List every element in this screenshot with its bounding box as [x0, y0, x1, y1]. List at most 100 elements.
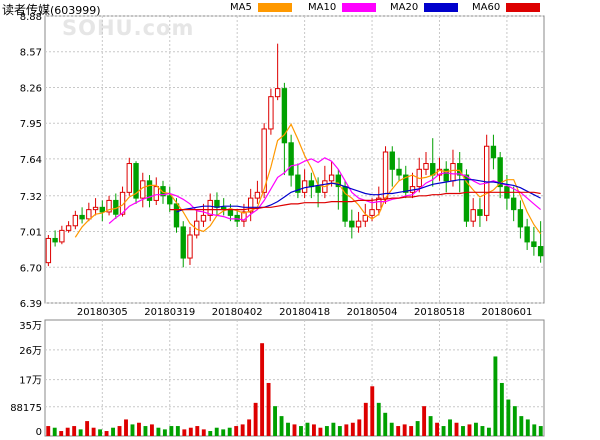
volume-tick-label: 0 [36, 427, 42, 438]
volume-bar [409, 426, 414, 436]
candle-down [517, 209, 524, 228]
volume-bar [143, 426, 148, 436]
price-tick-label: 7.64 [20, 155, 42, 166]
sohu-watermark: SOHU.com [62, 16, 195, 40]
volume-layer [46, 343, 543, 436]
candle-down [180, 226, 186, 259]
volume-bar [486, 427, 491, 436]
volume-bar [467, 424, 472, 436]
ma60-line [169, 191, 541, 211]
volume-bar [85, 421, 90, 436]
volume-bar [512, 406, 517, 436]
candle-down [349, 220, 355, 228]
candle-down [524, 226, 530, 243]
volume-tick-label: 17万 [19, 376, 42, 387]
candle-down [79, 214, 85, 220]
volume-bar [363, 402, 368, 436]
candle-up [86, 209, 92, 220]
volume-bar [91, 427, 96, 436]
volume-tick-label: 26万 [19, 346, 42, 357]
volume-bar [78, 429, 83, 436]
candle-up [92, 206, 99, 211]
candle-down [389, 151, 395, 170]
candle-down [537, 246, 544, 257]
volume-bar [299, 426, 303, 436]
grid-layer [44, 15, 545, 437]
candle-up [254, 191, 261, 199]
candle-up [274, 88, 281, 98]
volume-bar [357, 419, 362, 436]
candle-up [153, 186, 159, 201]
volume-bar [318, 427, 323, 436]
candle-down [490, 145, 497, 159]
volume-bar [273, 406, 278, 436]
price-tick-label: 7.01 [20, 228, 42, 239]
candle-up [382, 151, 389, 199]
volume-bar [532, 424, 537, 436]
candle-up [376, 197, 382, 211]
candle-up [119, 191, 126, 215]
date-tick-label: 20180402 [212, 307, 263, 318]
volume-bar [260, 343, 265, 436]
candle-up [126, 163, 132, 193]
candle-up [369, 209, 375, 216]
volume-bar [428, 416, 433, 436]
volume-bar [461, 426, 465, 436]
candle-up [241, 211, 247, 222]
volume-bar [72, 426, 77, 436]
price-panel-frame [44, 15, 545, 304]
volume-bar [149, 424, 154, 436]
candle-down [457, 163, 463, 176]
volume-bar [350, 422, 355, 436]
candle-down [497, 157, 503, 188]
volume-bar [525, 419, 530, 436]
stock-code: (603999) [50, 4, 101, 17]
volume-bar [448, 419, 452, 436]
legend-ma20-swatch [424, 3, 458, 12]
legend-ma10-swatch [342, 3, 376, 12]
volume-bar [240, 424, 245, 436]
volume-bar [137, 422, 141, 436]
legend-ma60-swatch [506, 3, 540, 12]
volume-bar [337, 426, 342, 436]
price-tick-label: 8.26 [20, 83, 42, 94]
candle-down [146, 180, 153, 201]
volume-bar [253, 402, 258, 436]
price-tick-label: 6.39 [20, 299, 42, 310]
volume-bar [538, 426, 543, 436]
candle-up [45, 237, 52, 264]
volume-bar [214, 427, 219, 436]
candle-down [288, 142, 294, 176]
candle-up [106, 199, 112, 213]
volume-bar [493, 356, 498, 436]
candle-up [72, 214, 79, 227]
candle-down [99, 206, 106, 213]
volume-bar [422, 406, 427, 436]
candle-down [173, 203, 180, 228]
candle-layer [45, 43, 544, 268]
candle-up [470, 209, 476, 222]
volume-bar [506, 399, 511, 436]
volume-bar [480, 426, 485, 436]
volume-bar [98, 429, 103, 436]
price-tick-label: 7.95 [20, 119, 42, 130]
volume-bar [286, 422, 290, 436]
candle-down [160, 186, 166, 197]
volume-bar [162, 429, 167, 436]
volume-bar [52, 427, 57, 436]
candle-down [443, 168, 449, 182]
candle-up [423, 163, 429, 170]
volume-bar [441, 426, 446, 436]
price-tick-label: 8.57 [20, 48, 42, 59]
candle-up [301, 180, 308, 193]
volume-bar [454, 422, 459, 436]
candle-down [214, 199, 220, 208]
candle-down [281, 88, 288, 144]
volume-bar [311, 424, 316, 436]
candle-down [463, 174, 470, 222]
volume-bar [156, 427, 161, 436]
candle-down [133, 163, 139, 199]
candle-up [261, 128, 267, 193]
candle-up [328, 174, 335, 182]
